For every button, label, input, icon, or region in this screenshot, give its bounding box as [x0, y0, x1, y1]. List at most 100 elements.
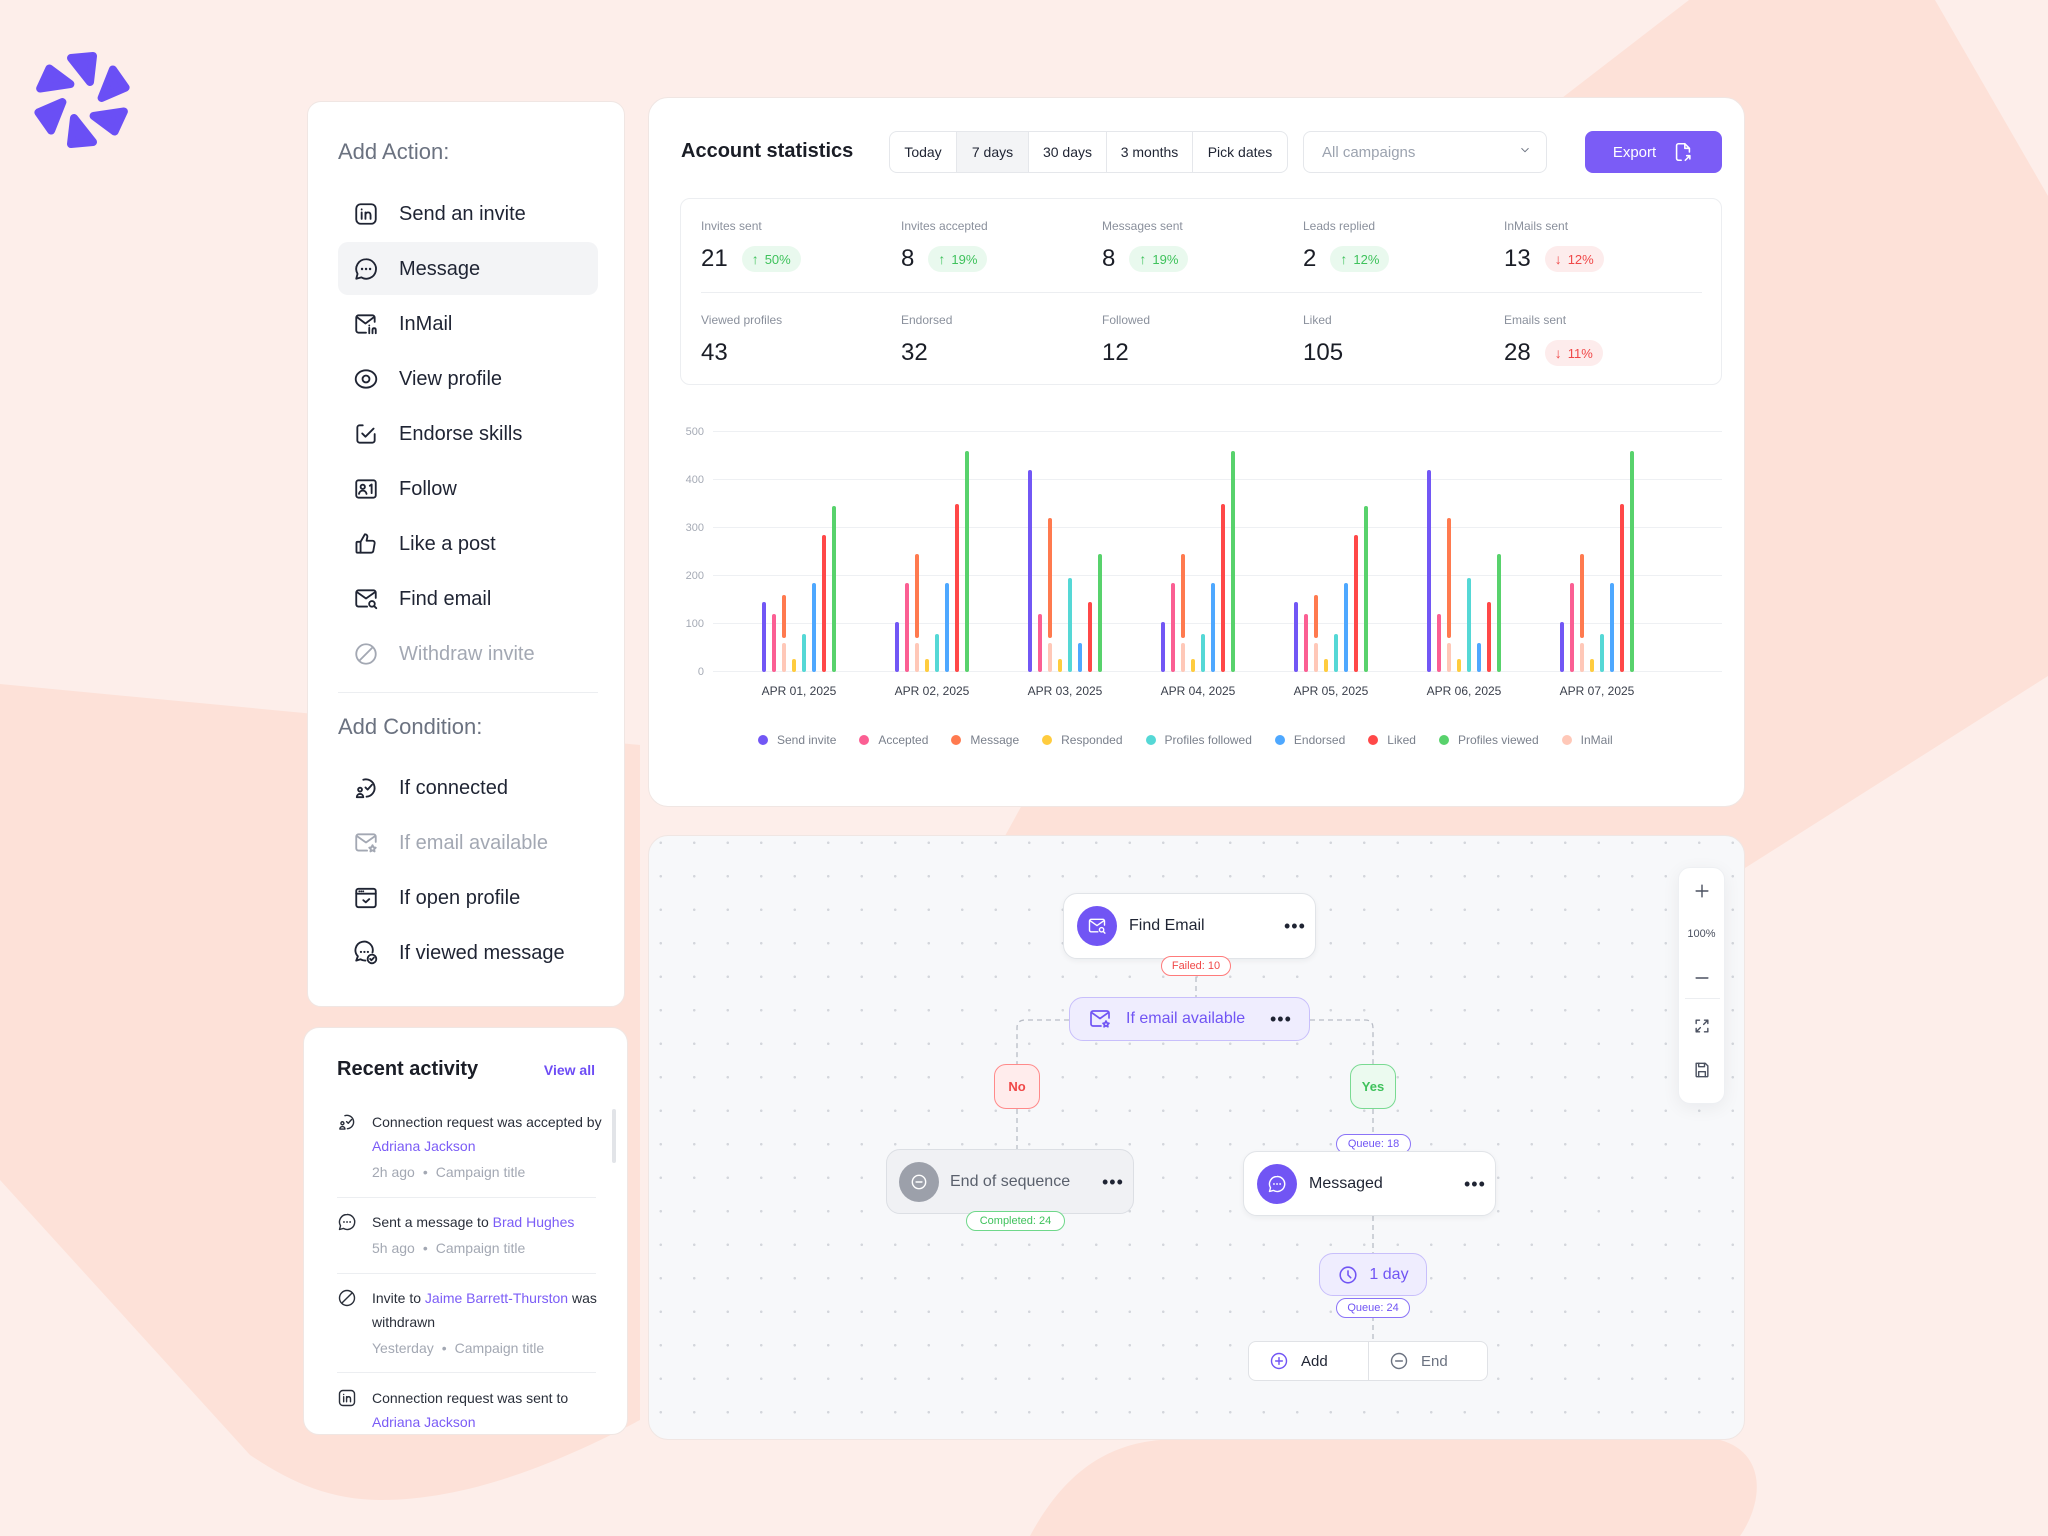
condition-if-connected[interactable]: If connected — [338, 760, 598, 815]
x-tick-label: APR 03, 2025 — [1027, 684, 1103, 698]
node-delay[interactable]: 1 day — [1319, 1253, 1427, 1296]
branch-yes[interactable]: Yes — [1350, 1064, 1396, 1109]
view-all-link[interactable]: View all — [543, 1062, 595, 1078]
tab-pick-dates[interactable]: Pick dates — [1192, 132, 1287, 172]
action-endorse-skills[interactable]: Endorse skills — [338, 406, 598, 461]
legend-item[interactable]: Send invite — [758, 733, 836, 747]
change-badge: 50% — [741, 246, 801, 272]
metric-value: 8 — [901, 245, 915, 272]
metric-label: Emails sent — [1504, 313, 1567, 327]
save-button[interactable] — [1679, 1058, 1724, 1082]
bar-profiles-viewed — [1231, 451, 1235, 672]
add-action-title: Add Action: — [338, 139, 450, 164]
bar-liked — [1354, 535, 1358, 672]
contact-link[interactable]: Jaime Barrett-Thurston — [424, 1290, 569, 1306]
bar-profiles-viewed — [832, 506, 836, 672]
date-range-tabs: Today 7 days 30 days 3 months Pick dates — [889, 131, 1288, 173]
action-withdraw-invite[interactable]: Withdraw invite — [338, 626, 598, 681]
bar-inmail — [915, 643, 919, 672]
action-message[interactable]: Message — [338, 242, 598, 295]
activity-text: Connection request was sent to Adriana J… — [372, 1386, 604, 1434]
metric-label: Invites accepted — [901, 219, 988, 233]
metrics-box: Invites sent 21 50% Invites accepted 8 19%… — [680, 198, 1722, 385]
x-tick-label: APR 07, 2025 — [1559, 684, 1635, 698]
activity-divider — [337, 1273, 596, 1274]
bar-send-invite — [895, 621, 899, 672]
legend-item[interactable]: Responded — [1042, 733, 1123, 747]
action-like-post[interactable]: Like a post — [338, 516, 598, 571]
legend-dot-icon — [1438, 735, 1449, 745]
action-label: Send an invite — [399, 202, 526, 225]
legend-item[interactable]: Message — [951, 733, 1019, 747]
change-badge: 12% — [1544, 246, 1604, 272]
zoom-in-button[interactable] — [1679, 880, 1724, 902]
node-label: 1 day — [1369, 1265, 1409, 1283]
action-view-profile[interactable]: View profile — [338, 351, 598, 406]
action-label: Message — [399, 257, 481, 280]
tab-today[interactable]: Today — [904, 144, 942, 160]
more-options-icon[interactable]: ••• — [1270, 1009, 1292, 1029]
page-title: Account statistics — [681, 140, 854, 162]
contact-link[interactable]: Adriana Jackson — [372, 1138, 476, 1154]
add-step-button[interactable]: Add — [1249, 1342, 1368, 1380]
activity-divider — [337, 1372, 596, 1373]
action-send-invite[interactable]: Send an invite — [338, 186, 598, 241]
activity-bar-chart: 0 100 200 300 400 500 APR 01, 2025 APR 02, 2025… — [649, 98, 1746, 808]
metric-label: Viewed profiles — [701, 313, 783, 327]
metric-label: Endorsed — [901, 313, 953, 327]
email-available-icon — [353, 830, 379, 856]
action-label: Endorse skills — [399, 422, 523, 445]
more-options-icon[interactable]: ••• — [1464, 1173, 1486, 1194]
zoom-out-button[interactable] — [1679, 967, 1724, 989]
activity-time: Yesterday — [372, 1340, 434, 1356]
more-options-icon[interactable]: ••• — [1284, 916, 1306, 936]
tab-3-months[interactable]: 3 months — [1106, 132, 1192, 172]
condition-if-viewed-message[interactable]: If viewed message — [338, 925, 598, 980]
campaign-select[interactable]: All campaigns — [1303, 131, 1547, 173]
node-find-email[interactable]: Find Email ••• — [1063, 893, 1316, 959]
withdraw-icon — [337, 1288, 357, 1308]
tab-7-days[interactable]: 7 days — [956, 132, 1028, 172]
legend-item[interactable]: Profiles followed — [1145, 733, 1252, 747]
account-statistics-panel: Account statistics Today 7 days 30 days … — [648, 97, 1745, 807]
node-if-email-available[interactable]: If email available ••• — [1069, 997, 1310, 1041]
contact-link[interactable]: Adriana Jackson — [372, 1414, 476, 1430]
legend-dot-icon — [1274, 735, 1285, 745]
scrollbar[interactable] — [612, 1109, 616, 1163]
bar-send-invite — [1161, 621, 1165, 672]
end-sequence-button[interactable]: End — [1368, 1342, 1487, 1380]
connected-icon — [353, 775, 379, 801]
legend-item[interactable]: Accepted — [859, 733, 928, 747]
sequence-flow-canvas[interactable]: Find Email ••• Failed: 10 If email avail… — [648, 835, 1745, 1440]
node-messaged[interactable]: Messaged ••• — [1243, 1151, 1496, 1216]
action-find-email[interactable]: Find email — [338, 571, 598, 626]
bar-accepted — [1171, 583, 1175, 672]
activity-campaign: Campaign title — [435, 1164, 526, 1180]
metric-leads-replied: Leads replied 2 12% — [1303, 218, 1503, 276]
bar-send-invite — [762, 602, 766, 672]
tab-30-days[interactable]: 30 days — [1028, 132, 1106, 172]
branch-no[interactable]: No — [994, 1064, 1040, 1109]
action-follow[interactable]: Follow — [338, 461, 598, 516]
bar-send-invite — [1294, 602, 1298, 672]
action-inmail[interactable]: InMail — [338, 296, 598, 351]
node-end-of-sequence[interactable]: End of sequence ••• — [886, 1149, 1134, 1214]
condition-if-email-available[interactable]: If email available — [338, 815, 598, 870]
follow-icon — [353, 476, 379, 502]
legend-item[interactable]: Liked — [1368, 733, 1416, 747]
fit-screen-button[interactable] — [1679, 1014, 1724, 1038]
metric-followed: Followed 12 — [1102, 312, 1302, 370]
more-options-icon[interactable]: ••• — [1102, 1171, 1124, 1192]
export-button[interactable]: Export — [1585, 131, 1722, 173]
metric-emails-sent: Emails sent 28 11% — [1504, 312, 1704, 370]
condition-if-open-profile[interactable]: If open profile — [338, 870, 598, 925]
legend-item[interactable]: InMail — [1561, 733, 1613, 747]
legend-item[interactable]: Endorsed — [1274, 733, 1345, 747]
legend-item[interactable]: Profiles viewed — [1438, 733, 1539, 747]
condition-label: If connected — [399, 776, 508, 799]
y-tick-label: 400 — [685, 474, 704, 486]
metric-endorsed: Endorsed 32 — [901, 312, 1101, 370]
legend-label: Message — [970, 733, 1020, 747]
contact-link[interactable]: Brad Hughes — [492, 1214, 575, 1230]
bar-send-invite — [1427, 470, 1431, 672]
